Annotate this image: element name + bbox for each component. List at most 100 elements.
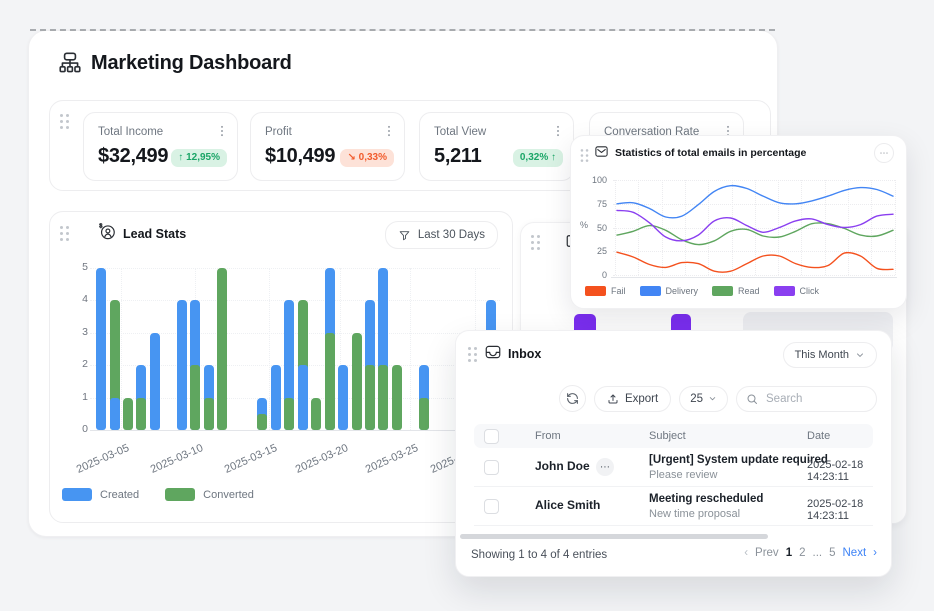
kpi-card-profit: Profit $10,499 ↘ 0,33% [250,112,405,181]
gridline-vertical [684,180,686,275]
lead-stats-filter-button[interactable]: Last 30 Days [384,221,498,249]
gridline-vertical [269,268,271,430]
row-checkbox[interactable] [484,499,499,514]
gridline-vertical [661,180,663,275]
y-axis-tick: 25 [596,246,607,257]
page-size-select[interactable]: 25 [679,385,728,412]
legend-item-fail: Fail [585,286,626,296]
kpi-label: Profit [265,126,292,138]
row-subject: [Urgent] System update required [649,454,828,466]
bar [284,300,295,430]
line-series-read [616,222,894,246]
prev-chevron[interactable]: ‹ [744,547,749,559]
gridline-horizontal [613,227,895,229]
email-stats-menu-button[interactable]: ⋯ [874,143,894,163]
table-row[interactable]: Alice Smith Meeting rescheduled New time… [474,487,873,526]
column-header-date: Date [807,430,831,442]
kebab-menu-icon[interactable] [215,124,229,138]
bar [391,365,402,430]
legend-label: Click [799,286,820,296]
page-1[interactable]: 1 [785,547,793,559]
bar-overlay [284,397,295,430]
page-size-value: 25 [690,392,703,405]
kpi-value: 5,211 [434,145,482,167]
y-axis-tick: 50 [596,222,607,233]
email-stats-card: Statistics of total emails in percentage… [570,135,907,309]
kpi-drag-handle[interactable] [60,114,69,129]
bar [109,300,120,430]
row-preview: Please review [649,469,718,481]
gridline-vertical [894,180,896,275]
inbox-drag-handle[interactable] [468,347,477,362]
next-button[interactable]: Next [842,547,867,559]
inbox-period-select[interactable]: This Month [782,342,877,368]
lead-stats-card: $ Lead Stats Last 30 Days 0 1 2 3 4 5 2025-03-… [49,211,513,523]
inbox-title: Inbox [508,347,542,361]
kpi-trend-badge: 0,32% ↑ [512,149,563,167]
dashed-guide-line [30,29,775,31]
kebab-menu-icon[interactable] [382,124,396,138]
kebab-menu-icon[interactable] [551,124,565,138]
kebab-menu-icon[interactable] [721,124,735,138]
bar-overlay [297,365,308,430]
x-axis-label: 2025-03-20 [294,442,351,476]
email-chart-legend: Fail Delivery Read Click [585,286,819,296]
row-menu-button[interactable]: ⋯ [596,458,614,476]
bar [203,365,214,430]
inbox-period-label: This Month [794,349,849,361]
kpi-section: Total Income $32,499 ↑ 12,95% Profit $10… [49,100,771,191]
table-row[interactable]: John Doe ⋯ [Urgent] System update requir… [474,448,873,487]
next-chevron[interactable]: › [873,547,877,559]
lead-stats-drag-handle[interactable] [60,226,69,241]
gridline-horizontal [90,332,500,334]
lead-person-icon: $ [98,222,117,241]
x-axis-line [611,277,897,278]
page-5[interactable]: 5 [829,547,836,559]
y-axis-tick: 4 [82,293,88,306]
refresh-button[interactable] [558,385,586,412]
gridline-vertical [708,180,710,275]
lead-stats-filter-label: Last 30 Days [417,229,485,241]
legend-swatch [712,286,734,296]
kpi-label: Total Income [98,126,164,138]
prev-button[interactable]: Prev [755,547,779,559]
select-all-checkbox[interactable] [484,429,499,444]
row-date: 2025-02-18 14:23:11 [807,459,864,483]
y-axis-tick: 5 [82,261,88,273]
folder-card-drag-handle[interactable] [531,235,540,250]
legend-swatch [639,286,661,296]
row-checkbox[interactable] [484,460,499,475]
gridline-vertical [638,180,640,275]
bar [149,332,160,430]
bar [311,397,322,430]
line-series-delivery [616,184,894,219]
export-label: Export [624,392,659,405]
bar [122,397,133,430]
kpi-value: $10,499 [265,145,336,167]
y-axis-tick: 0 [82,423,88,435]
table-showing-text: Showing 1 to 4 of 4 entries [471,549,608,561]
legend-label: Fail [611,286,626,296]
email-stats-drag-handle[interactable] [580,149,589,162]
page-2[interactable]: 2 [799,547,806,559]
lead-stats-title: Lead Stats [123,227,187,241]
bar-overlay [378,365,389,430]
legend-label-converted: Converted [203,488,254,501]
table-header-row: From Subject Date [474,424,873,448]
inbox-card: Inbox This Month Export 25 [455,330,892,577]
bar-overlay [418,397,429,430]
legend-swatch [773,286,795,296]
kpi-card-total-view: Total View 5,211 0,32% ↑ [419,112,574,181]
column-header-subject: Subject [649,430,686,442]
gridline-vertical [754,180,756,275]
bar [378,268,389,430]
row-from: John Doe [535,459,590,473]
search-box[interactable] [736,385,877,412]
export-button[interactable]: Export [593,385,672,412]
search-input[interactable] [764,391,856,406]
horizontal-scrollbar-thumb[interactable] [460,534,768,539]
legend-label: Delivery [665,286,699,296]
legend-swatch-created [62,488,92,501]
x-axis-label: 2025-03-05 [74,442,132,476]
